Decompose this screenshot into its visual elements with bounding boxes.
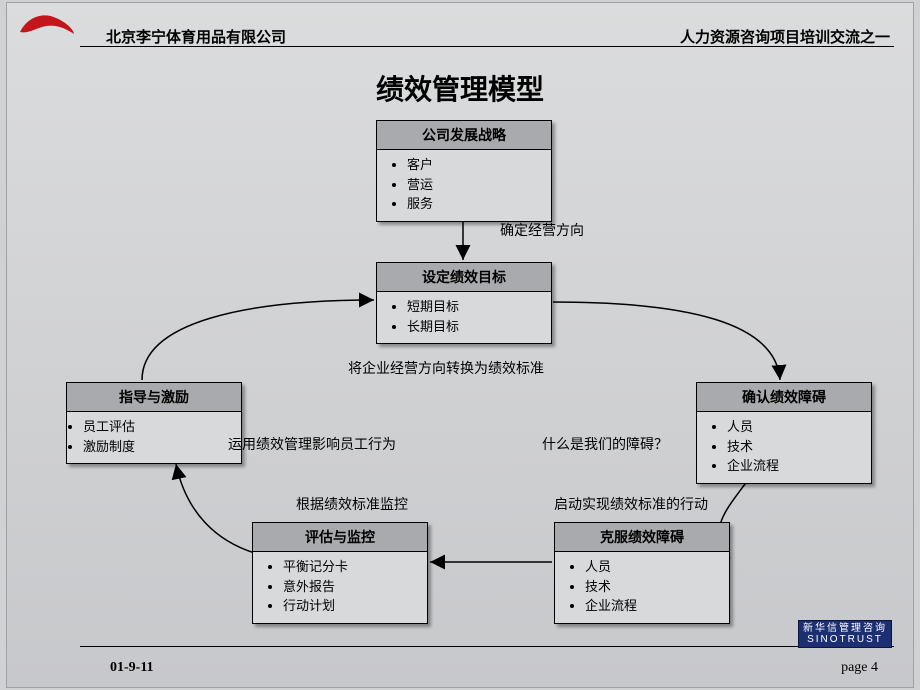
flow-node-item: 行动计划 [283,597,427,615]
flow-node-title: 确认绩效障碍 [697,383,871,412]
flow-node-item: 人员 [727,418,871,436]
sinotrust-badge: 新华信管理咨询 SINOTRUST [798,620,892,648]
edge-label-l4: 启动实现绩效标准的行动 [554,494,708,514]
flow-node-body: 员工评估激励制度 [67,418,241,455]
header-rule [80,46,894,47]
slide-title: 绩效管理模型 [6,68,914,108]
flow-node-body: 客户营运服务 [377,156,551,213]
footer-rule [80,646,894,647]
flow-arrow-1 [553,302,780,380]
flow-node-item: 意外报告 [283,578,427,596]
flow-node-item: 服务 [407,195,551,213]
flow-arrow-5 [142,300,374,380]
company-logo [18,12,76,40]
flow-node-n3: 确认绩效障碍人员技术企业流程 [696,382,872,484]
footer-page: page 4 [841,660,878,676]
edge-label-l1: 确定经营方向 [500,220,584,240]
flow-node-item: 员工评估 [83,418,241,436]
edge-label-l3: 什么是我们的障碍？ [542,434,668,454]
flow-node-n5: 评估与监控平衡记分卡意外报告行动计划 [252,522,428,624]
flow-node-item: 技术 [585,578,729,596]
flow-node-n6: 指导与激励员工评估激励制度 [66,382,242,464]
flow-node-title: 评估与监控 [253,523,427,552]
flow-node-item: 平衡记分卡 [283,558,427,576]
edge-label-l6: 运用绩效管理影响员工行为 [228,434,396,454]
flow-node-n2: 设定绩效目标短期目标长期目标 [376,262,552,344]
footer-date: 01-9-11 [110,660,154,676]
flow-node-n4: 克服绩效障碍人员技术企业流程 [554,522,730,624]
flow-node-item: 客户 [407,156,551,174]
flow-node-body: 人员技术企业流程 [697,418,871,475]
slide-page: 北京李宁体育用品有限公司 人力资源咨询项目培训交流之一 绩效管理模型 公司发展战… [6,2,914,688]
edge-label-l5: 根据绩效标准监控 [296,494,408,514]
flow-node-body: 人员技术企业流程 [555,558,729,615]
sinotrust-en: SINOTRUST [803,634,887,645]
flow-arrow-4 [176,464,258,554]
header-company: 北京李宁体育用品有限公司 [106,26,286,47]
flow-node-title: 克服绩效障碍 [555,523,729,552]
sinotrust-cn: 新华信管理咨询 [803,623,887,634]
flow-node-item: 企业流程 [585,597,729,615]
flow-node-item: 技术 [727,438,871,456]
flow-node-title: 指导与激励 [67,383,241,412]
flow-node-n1: 公司发展战略客户营运服务 [376,120,552,222]
flow-node-item: 长期目标 [407,318,551,336]
flow-node-body: 短期目标长期目标 [377,298,551,335]
flow-node-title: 设定绩效目标 [377,263,551,292]
flow-node-title: 公司发展战略 [377,121,551,150]
flow-node-item: 人员 [585,558,729,576]
flow-node-item: 短期目标 [407,298,551,316]
edge-label-l2: 将企业经营方向转换为绩效标准 [348,358,544,378]
flow-node-item: 企业流程 [727,457,871,475]
flow-node-item: 激励制度 [83,438,241,456]
flow-node-body: 平衡记分卡意外报告行动计划 [253,558,427,615]
flow-node-item: 营运 [407,176,551,194]
header-subtitle: 人力资源咨询项目培训交流之一 [680,26,890,47]
